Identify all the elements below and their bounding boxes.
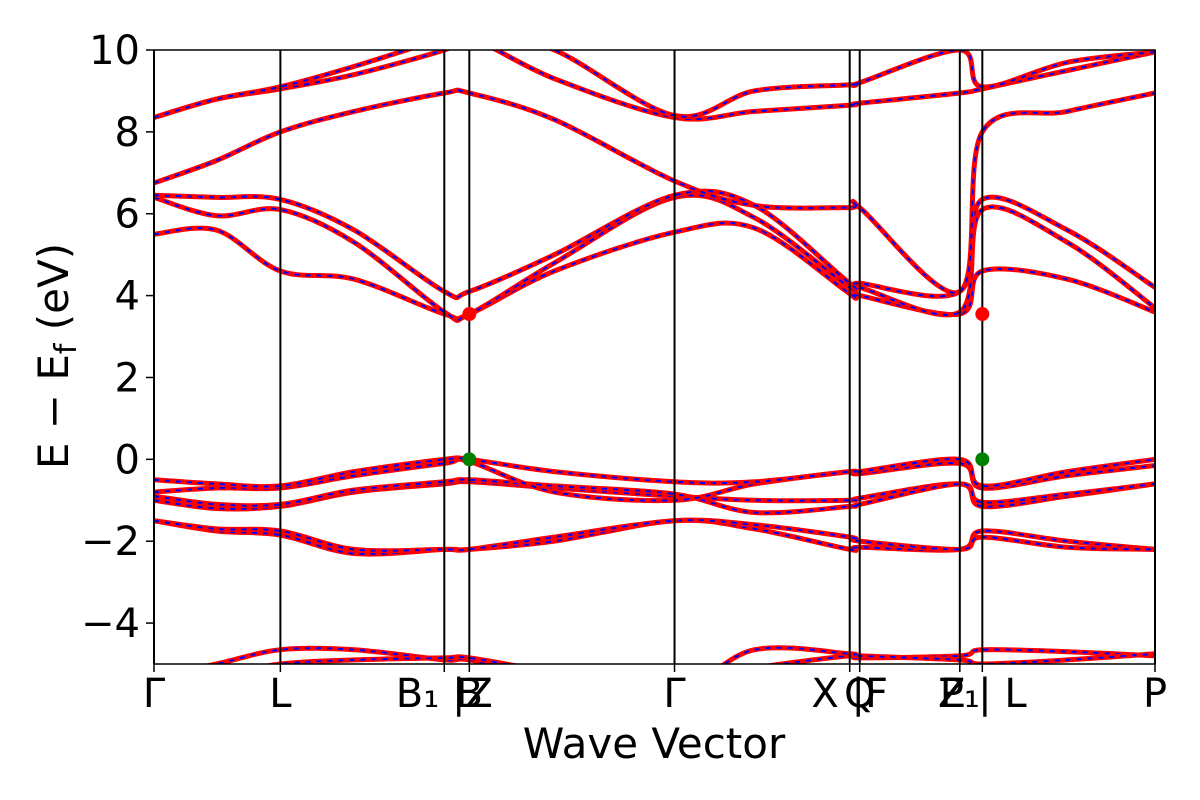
y-tick-label: −4	[81, 601, 140, 647]
x-tick-label: P	[1143, 671, 1167, 717]
x-tick-label: L	[269, 671, 292, 717]
band-line-overlay-14	[272, 646, 1155, 664]
band-line-overlay-8	[154, 194, 1155, 322]
band-line-overlay-6	[154, 456, 1155, 488]
y-axis-label-subscript: f	[49, 342, 84, 354]
y-tick-label: 4	[115, 274, 140, 320]
band-line-overlay-5	[154, 458, 1155, 502]
band-line-overlay-1	[154, 519, 1155, 556]
band-line-overlay-4	[154, 478, 1155, 514]
x-tick-label: X |F	[811, 671, 888, 717]
x-tick-label: P₁	[940, 671, 980, 717]
y-tick-label: 0	[115, 437, 140, 483]
vbm-marker	[462, 452, 477, 467]
x-tick-label: B₁ |Z	[396, 671, 493, 717]
band-line-overlay-9	[154, 190, 1155, 299]
band-line-7	[154, 220, 1155, 322]
band-edge-markers	[462, 307, 990, 467]
y-tick-label: 2	[115, 355, 140, 401]
x-axis-label: Wave Vector	[523, 719, 786, 768]
band-curves	[154, 50, 1155, 664]
band-line-12	[154, 50, 1155, 120]
x-tick-label: B	[456, 671, 483, 717]
vbm-marker	[975, 452, 990, 467]
y-tick-label: −2	[81, 519, 140, 565]
y-tick-label: 8	[115, 110, 140, 156]
band-line-overlay-7	[154, 222, 1155, 320]
x-axis-ticks: Γ L B₁ |ZB Γ X |FQ P₁Z | L P	[143, 664, 1167, 717]
band-line-10	[154, 87, 1155, 296]
y-axis-label-main: E − E	[29, 354, 78, 469]
band-line-8	[154, 192, 1155, 324]
y-axis-ticks: −4 −2 0 2 4 6 8 10	[81, 28, 154, 647]
band-line-overlay-13	[211, 647, 1155, 664]
band-line-overlay-12	[154, 50, 1155, 119]
y-tick-label: 6	[115, 192, 140, 238]
x-tick-label: Γ	[663, 671, 686, 717]
y-tick-label: 10	[89, 28, 140, 74]
band-line-2	[154, 517, 1155, 554]
high-symmetry-lines	[153, 50, 1156, 664]
y-axis-label-unit: (eV)	[29, 243, 78, 344]
x-tick-label: Γ	[143, 671, 166, 717]
band-line-overlay-10	[154, 89, 1155, 294]
x-tick-label: Q	[844, 671, 875, 717]
y-axis-label: E − Ef (eV)	[29, 243, 84, 469]
plot-frame	[153, 49, 1156, 665]
x-tick-label: Z | L	[938, 671, 1027, 717]
cbm-marker	[462, 307, 477, 322]
cbm-marker	[975, 307, 990, 322]
band-line-6	[154, 455, 1155, 490]
band-line-overlay-2	[154, 519, 1155, 552]
